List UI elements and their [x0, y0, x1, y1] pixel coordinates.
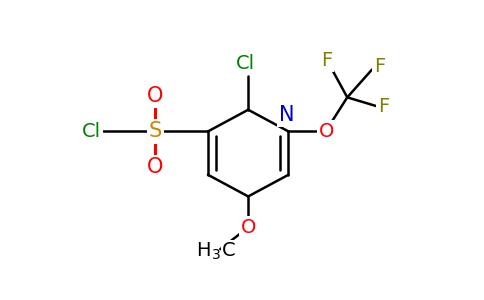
Text: F: F [378, 97, 390, 116]
Text: F: F [374, 57, 385, 76]
Text: 3: 3 [212, 248, 221, 262]
Text: N: N [279, 105, 295, 125]
Text: Cl: Cl [236, 54, 255, 73]
Text: S: S [149, 122, 162, 141]
Text: O: O [319, 122, 334, 141]
Text: C: C [222, 242, 236, 260]
Text: H: H [197, 242, 211, 260]
Text: F: F [321, 51, 333, 70]
Text: O: O [147, 157, 164, 177]
Text: O: O [147, 85, 164, 106]
Text: O: O [241, 218, 256, 237]
Text: Cl: Cl [82, 122, 101, 141]
